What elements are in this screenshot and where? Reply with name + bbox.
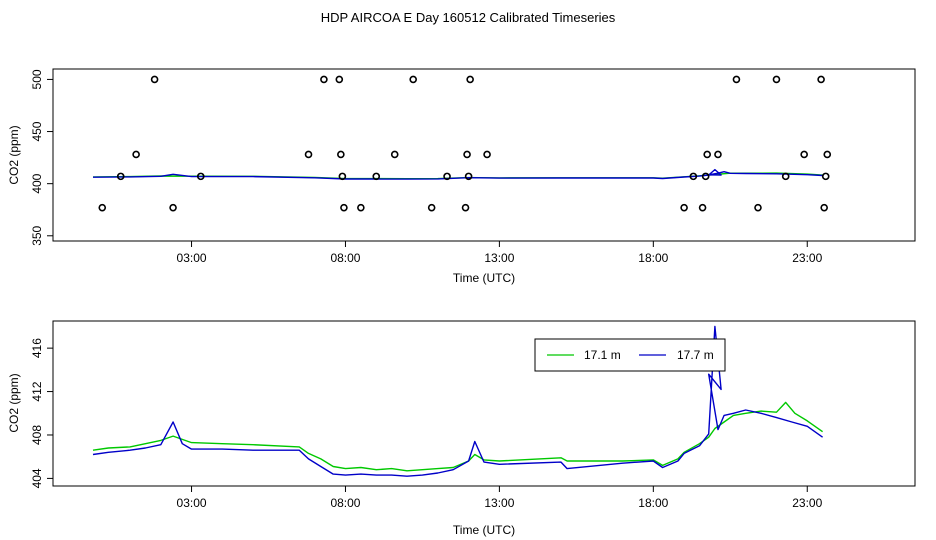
y-tick-label: 500 xyxy=(30,69,44,89)
calibration-point xyxy=(772,75,781,84)
calibration-point xyxy=(823,150,832,159)
panel-bottom-co2-timeseries: 03:00 08:00 13:00 18:00 23:00 404 408 412 416 1… xyxy=(7,320,916,537)
calibration-point xyxy=(817,75,825,84)
calibration-point xyxy=(390,150,399,159)
y-tick-label: 400 xyxy=(30,173,44,193)
series-line-17-7m xyxy=(92,168,823,180)
calibration-point xyxy=(98,203,107,212)
calibration-point xyxy=(150,75,159,84)
calibration-point xyxy=(304,150,313,159)
legend-label-17-1m: 17.1 m xyxy=(584,348,621,362)
calibration-point xyxy=(461,203,470,212)
calibration-point xyxy=(680,203,688,212)
x-axis-top: 03:00 08:00 13:00 18:00 23:00 xyxy=(177,241,823,265)
x-tick-label: 03:00 xyxy=(177,251,207,265)
panel-top-co2-calibration: 03:00 08:00 13:00 18:00 23:00 350 400 450 500 T… xyxy=(7,68,916,285)
calibration-point xyxy=(427,203,436,212)
y-axis-label-top: CO2 (ppm) xyxy=(7,125,21,184)
y-tick-label: 350 xyxy=(30,225,44,245)
x-tick-label: 18:00 xyxy=(638,251,668,265)
legend: 17.1 m 17.7 m xyxy=(534,338,726,372)
calibration-point xyxy=(169,203,177,212)
x-tick-label: 08:00 xyxy=(330,251,360,265)
x-tick-label: 23:00 xyxy=(792,251,822,265)
calibration-point xyxy=(132,150,140,159)
calibration-point xyxy=(483,150,491,159)
y-axis-bottom: 404 408 412 416 xyxy=(30,338,53,488)
calibration-point xyxy=(821,172,830,181)
calibration-point xyxy=(409,75,417,84)
calibration-points xyxy=(98,75,832,212)
series-line-17-7m xyxy=(92,325,824,477)
x-tick-label: 13:00 xyxy=(484,251,514,265)
calibration-point xyxy=(464,172,473,181)
x-tick-label: 13:00 xyxy=(484,496,514,510)
y-tick-label: 412 xyxy=(30,381,44,401)
x-axis-label-bottom: Time (UTC) xyxy=(453,523,515,537)
y-axis-label-bottom: CO2 (ppm) xyxy=(7,373,21,432)
calibration-point xyxy=(337,150,345,159)
plot-frame-top xyxy=(52,68,916,242)
calibration-point xyxy=(466,75,474,84)
calibration-point xyxy=(196,172,205,181)
calibration-point xyxy=(116,172,125,181)
calibration-point xyxy=(732,75,741,84)
calibration-point xyxy=(372,172,381,181)
y-tick-label: 408 xyxy=(30,425,44,445)
calibration-point xyxy=(820,203,828,212)
x-tick-label: 08:00 xyxy=(330,496,360,510)
calibration-point xyxy=(714,150,722,159)
calibration-point xyxy=(463,150,471,159)
y-tick-label: 416 xyxy=(30,338,44,358)
calibration-point xyxy=(781,172,790,181)
y-axis-top: 350 400 450 500 xyxy=(30,69,53,246)
x-axis-bottom: 03:00 08:00 13:00 18:00 23:00 xyxy=(177,486,823,510)
calibration-point xyxy=(340,203,348,212)
calibration-point xyxy=(698,203,707,212)
calibration-point xyxy=(357,203,365,212)
x-axis-label-top: Time (UTC) xyxy=(453,271,515,285)
series-line-17-1m xyxy=(92,401,824,472)
x-tick-label: 23:00 xyxy=(792,496,822,510)
calibration-point xyxy=(338,172,347,181)
x-tick-label: 18:00 xyxy=(638,496,668,510)
y-tick-label: 450 xyxy=(30,121,44,141)
calibration-point xyxy=(703,150,711,159)
plot-frame-bottom xyxy=(52,320,916,487)
series-lines-bottom xyxy=(92,325,824,477)
calibration-point xyxy=(443,172,451,181)
calibration-point xyxy=(335,75,344,84)
x-tick-label: 03:00 xyxy=(177,496,207,510)
legend-label-17-7m: 17.7 m xyxy=(677,348,714,362)
calibration-point xyxy=(754,203,762,212)
calibration-point xyxy=(320,75,328,84)
calibration-point xyxy=(689,172,698,181)
calibration-point xyxy=(800,150,808,159)
calibration-point xyxy=(701,172,710,181)
chart-title: HDP AIRCOA E Day 160512 Calibrated Times… xyxy=(321,10,616,25)
series-lines-top xyxy=(92,168,823,180)
y-tick-label: 404 xyxy=(30,468,44,488)
